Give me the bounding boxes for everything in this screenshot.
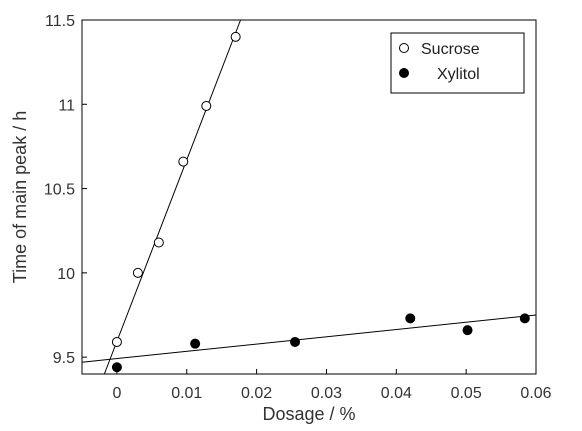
point-sucrose (230, 31, 241, 42)
x-tick-label: 0.01 (171, 385, 202, 402)
x-tick-label: 0.06 (520, 385, 551, 402)
data-points (111, 31, 530, 373)
x-tick-label: 0.02 (241, 385, 272, 402)
point-sucrose (132, 267, 143, 278)
point-xylitol (405, 313, 416, 324)
legend-box (390, 32, 525, 94)
fit-lines (81, 19, 537, 375)
legend-label-xylitol: Xylitol (437, 66, 480, 83)
point-xylitol (290, 336, 301, 347)
legend: Sucrose Xylitol (390, 32, 525, 94)
y-tick-label: 11 (58, 97, 75, 114)
point-sucrose (111, 336, 122, 347)
point-sucrose (153, 237, 164, 248)
y-axis: 9.5 10 10.5 11 11.5 (44, 13, 87, 367)
legend-marker-xylitol (399, 68, 409, 78)
point-xylitol (462, 325, 473, 336)
plot-area (81, 19, 537, 375)
y-tick-label: 10.5 (44, 182, 75, 199)
fit-line-xylitol (81, 314, 537, 363)
y-tick-label: 11.5 (45, 13, 75, 30)
x-tick-label: 0.03 (311, 385, 342, 402)
x-axis-title: Dosage / % (262, 404, 355, 424)
point-sucrose (201, 100, 212, 111)
y-axis-title: Time of main peak / h (10, 111, 30, 283)
legend-label-sucrose: Sucrose (421, 41, 480, 58)
plot-frame (81, 19, 537, 375)
x-tick-label: 0.05 (451, 385, 482, 402)
fit-line-sucrose (103, 19, 242, 375)
x-axis: 0 0.01 0.02 0.03 0.04 0.05 0.06 (112, 369, 552, 402)
point-xylitol (111, 362, 122, 373)
point-sucrose (178, 156, 189, 167)
legend-marker-sucrose (399, 43, 409, 53)
point-xylitol (190, 338, 201, 349)
y-tick-label: 10 (57, 266, 75, 283)
y-tick-label: 9.5 (53, 350, 75, 367)
x-tick-label: 0.04 (381, 385, 412, 402)
point-xylitol (519, 313, 530, 324)
x-tick-label: 0 (112, 385, 121, 402)
